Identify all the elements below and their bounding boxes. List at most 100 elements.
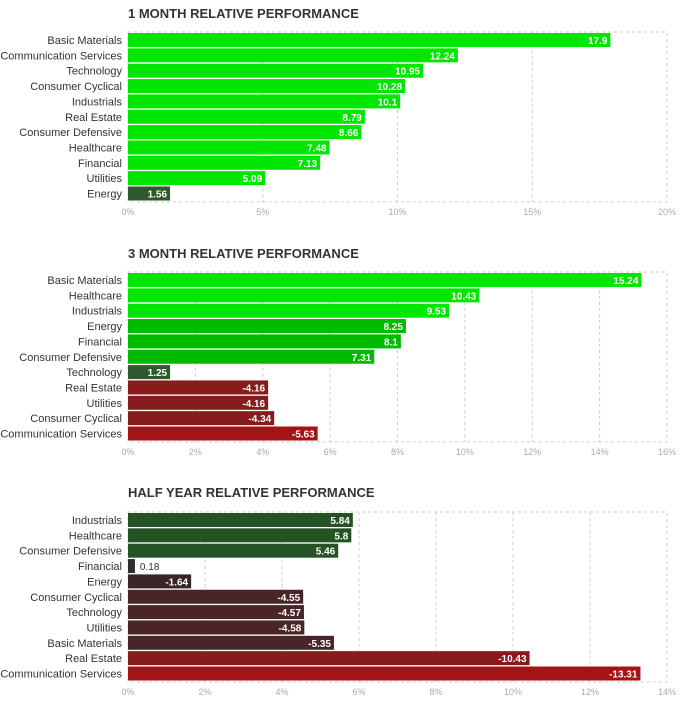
x-tick-label: 2% bbox=[189, 447, 202, 457]
category-label: Financial bbox=[78, 561, 122, 573]
value-label: -5.35 bbox=[308, 639, 331, 650]
category-label: Energy bbox=[87, 189, 122, 201]
category-label: Consumer Cyclical bbox=[30, 413, 122, 425]
bar-chart-1-month: 0% 5% 10% 15% 20% Basic Materials 17.9 Communic… bbox=[0, 31, 676, 217]
value-label: 17.9 bbox=[588, 36, 608, 47]
value-label: 9.53 bbox=[427, 307, 447, 318]
value-label: 10.95 bbox=[395, 67, 420, 78]
bar bbox=[128, 303, 450, 318]
value-label: 7.31 bbox=[352, 353, 372, 364]
value-label: 10.28 bbox=[377, 82, 402, 93]
chart-title: 3 MONTH RELATIVE PERFORMANCE bbox=[128, 246, 359, 261]
category-label: Communication Services bbox=[0, 50, 122, 62]
category-label: Consumer Defensive bbox=[19, 546, 122, 558]
x-tick-label: 6% bbox=[324, 447, 337, 457]
value-label: -4.55 bbox=[277, 593, 300, 604]
bar bbox=[128, 155, 321, 170]
category-label: Consumer Defensive bbox=[19, 352, 122, 364]
bar bbox=[128, 426, 318, 441]
bar bbox=[128, 666, 641, 681]
category-label: Consumer Cyclical bbox=[30, 592, 122, 604]
x-tick-label: 8% bbox=[391, 447, 404, 457]
category-label: Technology bbox=[66, 66, 122, 78]
bar bbox=[128, 288, 480, 303]
x-tick-label: 5% bbox=[256, 207, 269, 217]
bar bbox=[128, 125, 362, 140]
category-label: Consumer Cyclical bbox=[30, 81, 122, 93]
bar bbox=[128, 635, 334, 650]
bar bbox=[128, 186, 171, 201]
value-label: -10.43 bbox=[498, 654, 527, 665]
x-tick-label: 10% bbox=[388, 207, 406, 217]
bar bbox=[128, 411, 275, 426]
x-tick-label: 4% bbox=[256, 447, 269, 457]
value-label: 7.48 bbox=[307, 143, 327, 154]
chart-panel-half-year: HALF YEAR RELATIVE PERFORMANCE 0% 2% 4% 6% 8… bbox=[0, 480, 687, 701]
bar bbox=[128, 380, 269, 395]
bar bbox=[128, 349, 375, 364]
value-label: 5.09 bbox=[243, 174, 263, 185]
value-label: 8.1 bbox=[384, 337, 398, 348]
bar bbox=[128, 395, 269, 410]
category-label: Financial bbox=[78, 336, 122, 348]
category-label: Real Estate bbox=[65, 382, 122, 394]
category-label: Industrials bbox=[72, 515, 123, 527]
value-label: -4.58 bbox=[279, 623, 302, 634]
category-label: Industrials bbox=[72, 96, 123, 108]
bar bbox=[128, 365, 171, 380]
value-label: 8.25 bbox=[383, 322, 403, 333]
x-tick-label: 10% bbox=[456, 447, 474, 457]
bar bbox=[128, 171, 266, 186]
value-label: 10.43 bbox=[451, 291, 476, 302]
x-tick-label: 0% bbox=[121, 687, 134, 697]
value-label: 8.66 bbox=[339, 128, 359, 139]
category-label: Utilities bbox=[87, 398, 123, 410]
chart-title: HALF YEAR RELATIVE PERFORMANCE bbox=[128, 485, 375, 500]
value-label: 8.79 bbox=[342, 113, 362, 124]
category-label: Consumer Defensive bbox=[19, 127, 122, 139]
category-label: Communication Services bbox=[0, 669, 122, 681]
x-tick-label: 0% bbox=[121, 447, 134, 457]
category-label: Utilities bbox=[87, 173, 123, 185]
x-tick-label: 12% bbox=[523, 447, 541, 457]
category-label: Basic Materials bbox=[47, 275, 122, 287]
category-label: Energy bbox=[87, 321, 122, 333]
x-tick-label: 14% bbox=[591, 447, 609, 457]
value-label: 1.56 bbox=[148, 190, 168, 201]
bar bbox=[128, 79, 406, 94]
value-label: 5.84 bbox=[330, 516, 350, 527]
bar bbox=[128, 605, 304, 620]
x-tick-label: 6% bbox=[352, 687, 365, 697]
category-label: Healthcare bbox=[69, 290, 122, 302]
value-label: -4.57 bbox=[278, 608, 301, 619]
chart-title: 1 MONTH RELATIVE PERFORMANCE bbox=[128, 6, 359, 21]
x-tick-label: 20% bbox=[658, 207, 676, 217]
category-label: Communication Services bbox=[0, 429, 122, 441]
category-label: Real Estate bbox=[65, 112, 122, 124]
value-label: 5.46 bbox=[316, 547, 336, 558]
bar bbox=[128, 94, 401, 109]
category-label: Healthcare bbox=[69, 530, 122, 542]
category-label: Industrials bbox=[72, 306, 123, 318]
bar bbox=[128, 319, 406, 334]
x-tick-label: 14% bbox=[658, 687, 676, 697]
bar-chart-3-month: 0% 2% 4% 6% 8% 10% 12% 14% 16% Basic Materials 15.… bbox=[0, 271, 676, 457]
chart-panel-3-month: 3 MONTH RELATIVE PERFORMANCE 0% 2% 4% 6% 8% 1… bbox=[0, 240, 687, 465]
bar bbox=[128, 620, 305, 635]
x-tick-label: 15% bbox=[523, 207, 541, 217]
value-label: -4.16 bbox=[242, 399, 265, 410]
bar bbox=[128, 589, 304, 604]
value-label: 15.24 bbox=[613, 276, 638, 287]
value-label: 5.8 bbox=[334, 531, 348, 542]
value-label: 1.25 bbox=[148, 368, 168, 379]
x-tick-label: 0% bbox=[121, 207, 134, 217]
category-label: Energy bbox=[87, 576, 122, 588]
value-label: 7.13 bbox=[298, 159, 318, 170]
bar bbox=[128, 574, 192, 589]
bar bbox=[128, 559, 135, 574]
x-tick-label: 4% bbox=[275, 687, 288, 697]
x-tick-label: 16% bbox=[658, 447, 676, 457]
chart-panel-1-month: 1 MONTH RELATIVE PERFORMANCE 0% 5% 10% 15% 2… bbox=[0, 0, 687, 225]
category-label: Technology bbox=[66, 367, 122, 379]
bar bbox=[128, 334, 401, 349]
